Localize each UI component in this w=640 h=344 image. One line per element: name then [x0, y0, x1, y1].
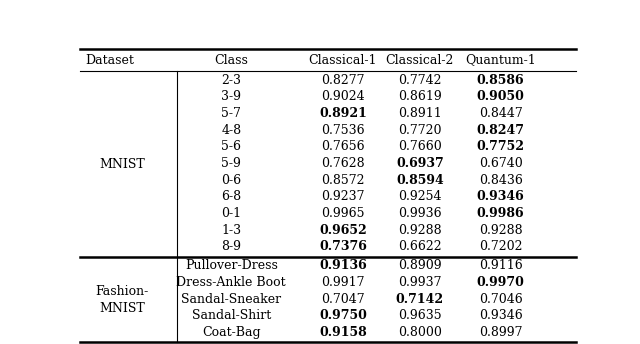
Text: 0.7660: 0.7660	[398, 140, 442, 153]
Text: Classical-1: Classical-1	[308, 54, 377, 67]
Text: 0.7742: 0.7742	[398, 74, 442, 87]
Text: Sandal-Sneaker: Sandal-Sneaker	[181, 293, 282, 305]
Text: 0.7376: 0.7376	[319, 240, 367, 254]
Text: 0.8436: 0.8436	[479, 174, 522, 187]
Text: 0.7752: 0.7752	[477, 140, 525, 153]
Text: 0.7202: 0.7202	[479, 240, 522, 254]
Text: 0.8911: 0.8911	[398, 107, 442, 120]
Text: 0.8594: 0.8594	[396, 174, 444, 187]
Text: 0.8447: 0.8447	[479, 107, 522, 120]
Text: 0.9050: 0.9050	[477, 90, 525, 103]
Text: 0.8247: 0.8247	[477, 123, 525, 137]
Text: 0.7656: 0.7656	[321, 140, 365, 153]
Text: 0.8277: 0.8277	[321, 74, 365, 87]
Text: 0.7628: 0.7628	[321, 157, 365, 170]
Text: 0.9937: 0.9937	[398, 276, 442, 289]
Text: 0.8586: 0.8586	[477, 74, 524, 87]
Text: 0.9346: 0.9346	[477, 190, 525, 203]
Text: 0.9750: 0.9750	[319, 309, 367, 322]
Text: 0.9936: 0.9936	[398, 207, 442, 220]
Text: 0.6740: 0.6740	[479, 157, 522, 170]
Text: Coat-Bag: Coat-Bag	[202, 326, 260, 339]
Text: 0.9652: 0.9652	[319, 224, 367, 237]
Text: 0.9346: 0.9346	[479, 309, 522, 322]
Text: Class: Class	[214, 54, 248, 67]
Text: 5-6: 5-6	[221, 140, 241, 153]
Text: Dress-Ankle Boot: Dress-Ankle Boot	[177, 276, 286, 289]
Text: 0-1: 0-1	[221, 207, 241, 220]
Text: 0.9986: 0.9986	[477, 207, 524, 220]
Text: 1-3: 1-3	[221, 224, 241, 237]
Text: 0.9237: 0.9237	[321, 190, 365, 203]
Text: 4-8: 4-8	[221, 123, 241, 137]
Text: 0.8997: 0.8997	[479, 326, 522, 339]
Text: 0.9136: 0.9136	[319, 259, 367, 272]
Text: 0.8000: 0.8000	[398, 326, 442, 339]
Text: 5-7: 5-7	[221, 107, 241, 120]
Text: Fashion-
MNIST: Fashion- MNIST	[95, 284, 148, 314]
Text: 0.9158: 0.9158	[319, 326, 367, 339]
Text: 0.7536: 0.7536	[321, 123, 365, 137]
Text: 0.7142: 0.7142	[396, 293, 444, 305]
Text: Classical-2: Classical-2	[385, 54, 454, 67]
Text: 0.9116: 0.9116	[479, 259, 522, 272]
Text: 0.9288: 0.9288	[479, 224, 522, 237]
Text: 0.6937: 0.6937	[396, 157, 444, 170]
Text: 0.9917: 0.9917	[321, 276, 365, 289]
Text: 0.9965: 0.9965	[321, 207, 365, 220]
Text: 0.7047: 0.7047	[321, 293, 365, 305]
Text: MNIST: MNIST	[99, 158, 145, 171]
Text: 3-9: 3-9	[221, 90, 241, 103]
Text: Quantum-1: Quantum-1	[465, 54, 536, 67]
Text: 0.9254: 0.9254	[398, 190, 442, 203]
Text: 0.9024: 0.9024	[321, 90, 365, 103]
Text: 5-9: 5-9	[221, 157, 241, 170]
Text: 0.8909: 0.8909	[398, 259, 442, 272]
Text: 8-9: 8-9	[221, 240, 241, 254]
Text: 6-8: 6-8	[221, 190, 241, 203]
Text: 0.8921: 0.8921	[319, 107, 367, 120]
Text: 0.8619: 0.8619	[398, 90, 442, 103]
Text: 0.7720: 0.7720	[398, 123, 442, 137]
Text: 0.9288: 0.9288	[398, 224, 442, 237]
Text: 0.9970: 0.9970	[477, 276, 525, 289]
Text: 2-3: 2-3	[221, 74, 241, 87]
Text: 0.9635: 0.9635	[398, 309, 442, 322]
Text: Dataset: Dataset	[85, 54, 134, 67]
Text: Sandal-Shirt: Sandal-Shirt	[191, 309, 271, 322]
Text: 0-6: 0-6	[221, 174, 241, 187]
Text: 0.8572: 0.8572	[321, 174, 365, 187]
Text: Pullover-Dress: Pullover-Dress	[185, 259, 278, 272]
Text: 0.6622: 0.6622	[398, 240, 442, 254]
Text: 0.7046: 0.7046	[479, 293, 522, 305]
